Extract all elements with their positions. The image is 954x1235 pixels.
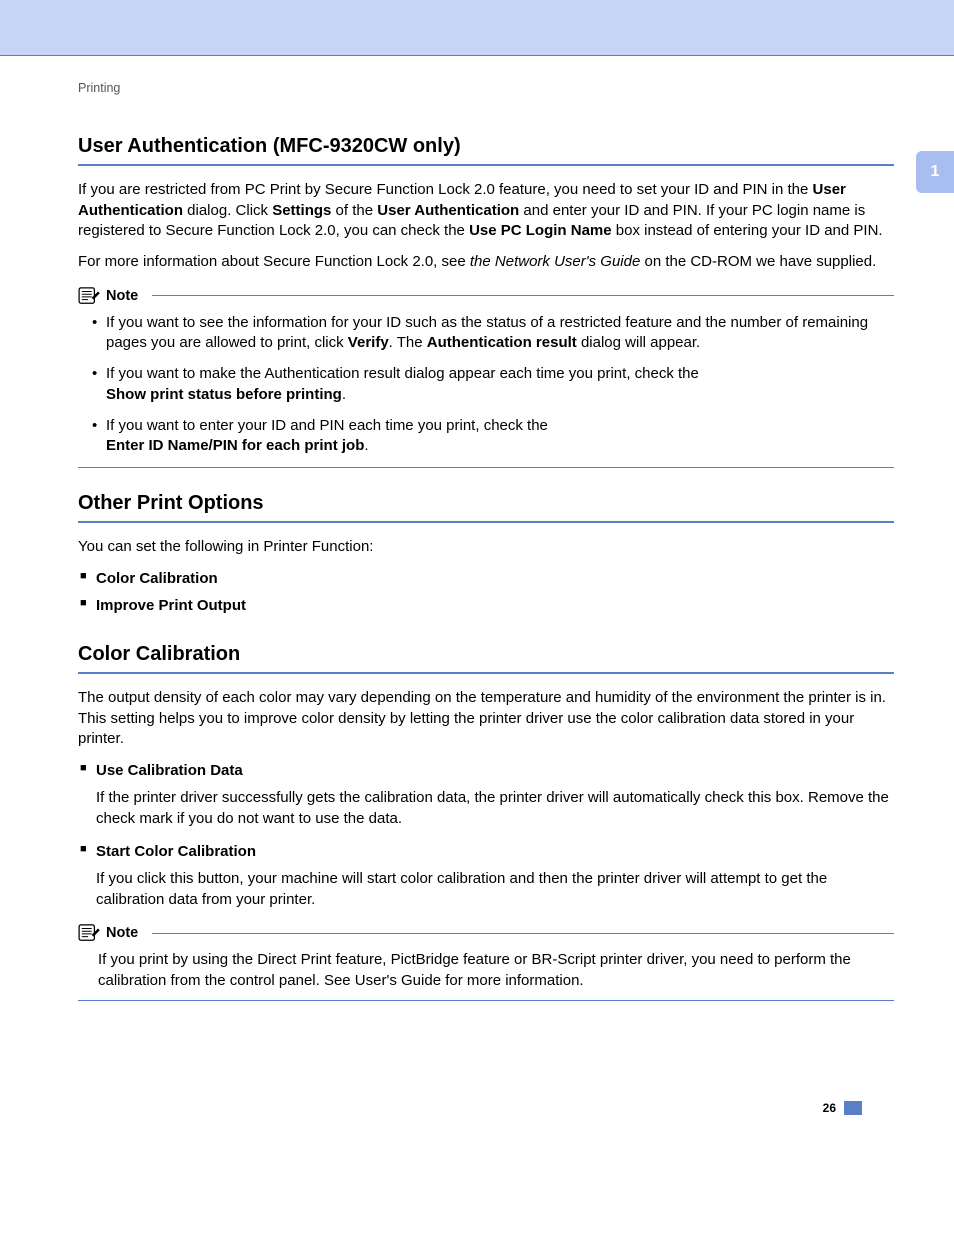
note-label: Note	[106, 288, 146, 304]
title-rule	[78, 164, 894, 166]
text: Start Color Calibration	[96, 843, 256, 860]
note-line	[152, 933, 894, 934]
other-intro: You can set the following in Printer Fun…	[78, 537, 894, 558]
list-item: Use Calibration Data	[80, 760, 894, 782]
title-rule	[78, 521, 894, 523]
text: Improve Print Output	[96, 597, 246, 614]
list-item: Color Calibration	[80, 568, 894, 590]
text: on the CD-ROM we have supplied.	[640, 253, 876, 270]
note-bottom-rule	[78, 1000, 894, 1001]
section-title-other: Other Print Options	[78, 492, 894, 515]
bold: Show print status before printing	[106, 386, 342, 403]
color-cal-desc1: If the printer driver successfully gets …	[96, 788, 894, 829]
note-bottom-rule	[78, 467, 894, 468]
note-icon	[78, 924, 100, 942]
text: If you are restricted from PC Print by S…	[78, 181, 813, 198]
color-cal-list: Start Color Calibration	[78, 841, 894, 863]
text: Use Calibration Data	[96, 762, 243, 779]
color-cal-note-body: If you print by using the Direct Print f…	[78, 950, 894, 991]
note-label: Note	[106, 925, 146, 941]
note-line	[152, 295, 894, 296]
bold: Authentication result	[427, 334, 577, 351]
note-header: Note	[78, 924, 894, 942]
bold: Enter ID Name/PIN for each print job	[106, 437, 364, 454]
note-icon	[78, 287, 100, 305]
note-item: If you want to make the Authentication r…	[92, 364, 894, 405]
top-band	[0, 0, 954, 55]
header-label: Printing	[78, 81, 894, 95]
text: .	[364, 437, 368, 454]
page-number: 26	[823, 1101, 862, 1115]
section-title-user-auth: User Authentication (MFC-9320CW only)	[78, 135, 894, 158]
list-item: Improve Print Output	[80, 595, 894, 617]
section-title-color-cal: Color Calibration	[78, 643, 894, 666]
other-list: Color Calibration Improve Print Output	[78, 568, 894, 618]
bold: Use PC Login Name	[469, 222, 612, 239]
note-header: Note	[78, 287, 894, 305]
color-cal-desc2: If you click this button, your machine w…	[96, 869, 894, 910]
text: If you want to enter your ID and PIN eac…	[106, 417, 548, 434]
footer: 26	[78, 1025, 894, 1105]
page-number-text: 26	[823, 1101, 836, 1115]
note-item: If you want to see the information for y…	[92, 313, 894, 354]
text: . The	[389, 334, 427, 351]
bold: Settings	[272, 202, 331, 219]
color-cal-intro: The output density of each color may var…	[78, 688, 894, 750]
text: .	[342, 386, 346, 403]
text: box instead of entering your ID and PIN.	[612, 222, 883, 239]
title-rule	[78, 672, 894, 674]
text: Color Calibration	[96, 570, 218, 587]
note-item: If you want to enter your ID and PIN eac…	[92, 416, 894, 457]
text: dialog will appear.	[577, 334, 700, 351]
text: dialog. Click	[183, 202, 272, 219]
user-auth-p2: For more information about Secure Functi…	[78, 252, 894, 273]
list-item: Start Color Calibration	[80, 841, 894, 863]
text: For more information about Secure Functi…	[78, 253, 470, 270]
italic: the Network User's Guide	[470, 253, 640, 270]
chapter-tab: 1	[916, 151, 954, 193]
page-number-bar	[844, 1101, 862, 1115]
user-auth-p1: If you are restricted from PC Print by S…	[78, 180, 894, 242]
bold: Verify	[348, 334, 389, 351]
bold: User Authentication	[377, 202, 519, 219]
text: If you want to make the Authentication r…	[106, 365, 699, 382]
text: of the	[331, 202, 377, 219]
color-cal-list: Use Calibration Data	[78, 760, 894, 782]
user-auth-note-list: If you want to see the information for y…	[78, 313, 894, 457]
page-content: Printing 1 User Authentication (MFC-9320…	[0, 55, 954, 1145]
